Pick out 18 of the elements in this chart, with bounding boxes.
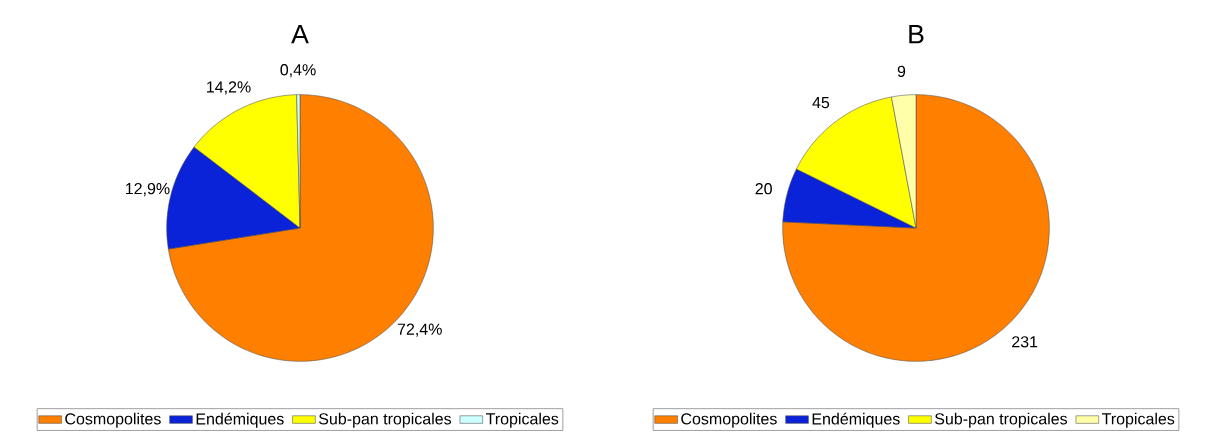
legend-label: Sub-pan tropicales <box>318 412 452 428</box>
data-label: 20 <box>755 183 772 195</box>
data-label: 12,9% <box>125 182 170 197</box>
legend-label: Cosmopolites <box>65 412 161 428</box>
legend-label: Endémiques <box>812 412 900 428</box>
legend-label: Tropicales <box>485 412 559 428</box>
chart-title: B <box>909 24 924 44</box>
legend-label: Cosmopolites <box>681 412 777 428</box>
legend-label: Tropicales <box>1101 412 1175 428</box>
data-label: 0,4% <box>280 64 316 78</box>
legend-label: Endémiques <box>196 412 284 428</box>
data-label: 45 <box>812 97 830 109</box>
legend-label: Sub-pan tropicales <box>934 412 1068 428</box>
data-label: 72,4% <box>397 323 442 337</box>
chart-title: A <box>291 24 309 44</box>
data-label: 9 <box>897 65 906 77</box>
data-label: 14,2% <box>207 81 251 95</box>
data-label: 231 <box>1012 336 1038 348</box>
